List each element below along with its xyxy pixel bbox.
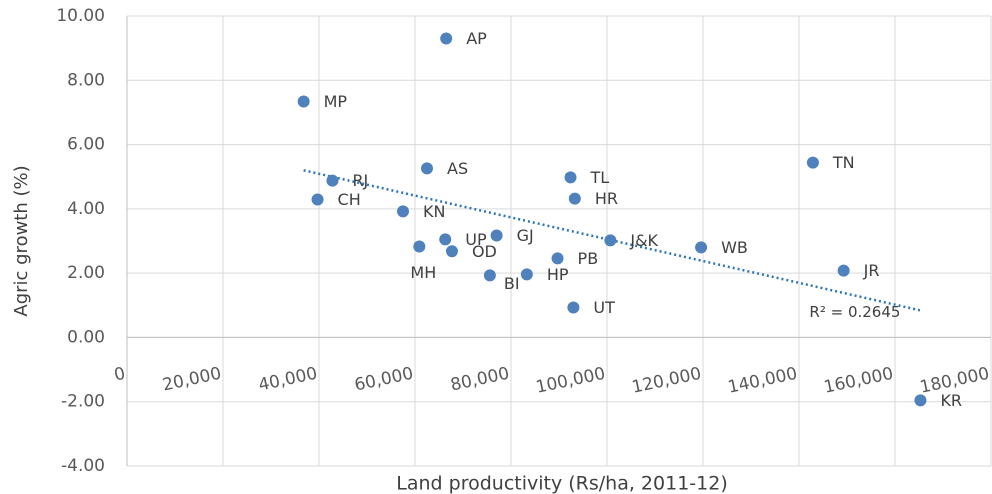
point	[520, 268, 533, 281]
y-tick-label: 8.00	[67, 70, 105, 90]
point	[413, 240, 426, 253]
point	[311, 193, 324, 206]
point-label: GJ	[517, 226, 534, 245]
x-axis-title: Land productivity (Rs/ha, 2011-12)	[396, 473, 727, 494]
point	[806, 156, 819, 169]
point	[397, 205, 409, 218]
x-tick-label: 140,000	[726, 364, 799, 398]
point-label: CH	[338, 190, 361, 209]
point-label: AP	[466, 29, 487, 48]
y-tick-label: 4.00	[67, 199, 105, 219]
point	[604, 234, 617, 247]
x-tick-label: 40,000	[257, 364, 319, 396]
point-label: HR	[595, 189, 618, 208]
point	[568, 192, 581, 205]
x-tick-label: 20,000	[161, 364, 223, 396]
point	[490, 229, 503, 242]
point	[914, 394, 927, 407]
point	[564, 171, 577, 184]
point-label: HP	[547, 265, 569, 284]
x-tick-label: 100,000	[534, 364, 607, 398]
point-label: UP	[465, 230, 487, 249]
x-tick-label: 160,000	[822, 364, 895, 398]
point	[551, 252, 564, 265]
point-label: PB	[578, 249, 599, 268]
point	[440, 32, 453, 45]
x-tick-label: 60,000	[353, 364, 415, 396]
point-label: KN	[423, 202, 445, 221]
point	[297, 95, 310, 108]
point-label: OD	[472, 242, 497, 261]
x-tick-label: 80,000	[449, 364, 511, 396]
point-label: MP	[324, 92, 348, 111]
point	[326, 174, 339, 187]
point	[695, 241, 708, 254]
y-tick-label: 10.00	[56, 6, 105, 26]
point	[439, 233, 452, 246]
point	[483, 269, 496, 282]
y-tick-label: -2.00	[61, 392, 105, 412]
point-label: KR	[940, 391, 962, 410]
point-label: TN	[832, 153, 855, 172]
point-label: BI	[504, 274, 520, 293]
x-tick-label: 0	[112, 364, 127, 386]
y-tick-label: -4.00	[61, 456, 105, 476]
y-tick-label: 0.00	[67, 327, 105, 347]
point-label: WB	[721, 238, 748, 257]
point	[445, 245, 458, 258]
point-label: JR	[863, 261, 880, 280]
point-label: TL	[590, 168, 610, 187]
point-label: MH	[410, 263, 436, 282]
y-tick-label: 6.00	[67, 135, 105, 155]
trendline-label: R² = 0.2645	[809, 303, 900, 321]
y-axis-title: Agric growth (%)	[11, 165, 32, 316]
point-label: J&K	[629, 231, 658, 250]
point	[837, 264, 850, 277]
point-label: UT	[593, 298, 615, 317]
point-label: RJ	[352, 171, 368, 190]
x-tick-label: 120,000	[630, 364, 703, 398]
point	[567, 301, 580, 314]
y-tick-label: 2.00	[67, 263, 105, 283]
point-label: AS	[447, 159, 468, 178]
point	[421, 162, 433, 175]
